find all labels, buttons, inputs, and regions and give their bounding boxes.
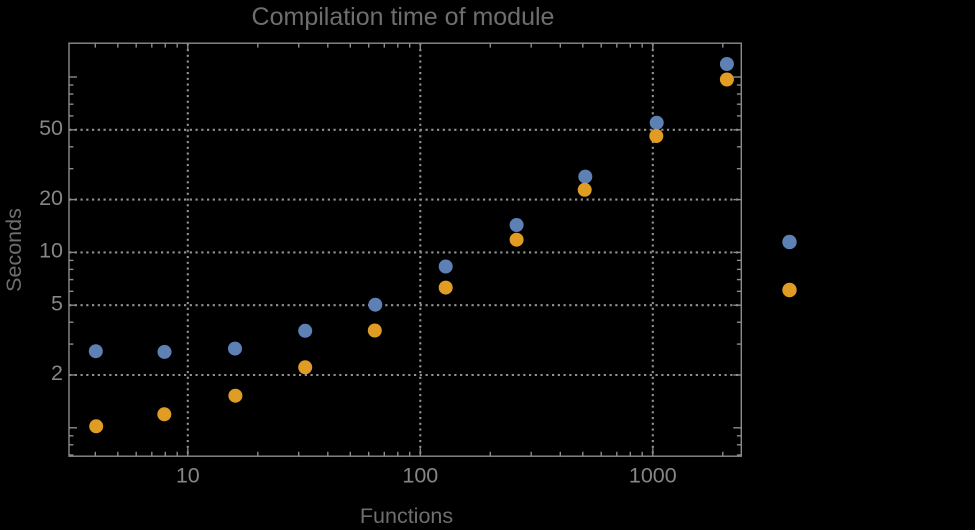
svg-text:10: 10 <box>176 464 200 488</box>
svg-text:10: 10 <box>39 239 63 263</box>
svg-text:Compilation time of module: Compilation time of module <box>252 3 555 31</box>
svg-text:Seconds: Seconds <box>2 208 26 292</box>
svg-text:20: 20 <box>39 186 63 210</box>
svg-text:100: 100 <box>402 464 438 488</box>
svg-text:5: 5 <box>51 291 63 315</box>
svg-text:1000: 1000 <box>629 464 677 488</box>
svg-text:50: 50 <box>39 116 63 140</box>
svg-text:Functions: Functions <box>360 504 453 525</box>
svg-text:2: 2 <box>51 361 63 385</box>
